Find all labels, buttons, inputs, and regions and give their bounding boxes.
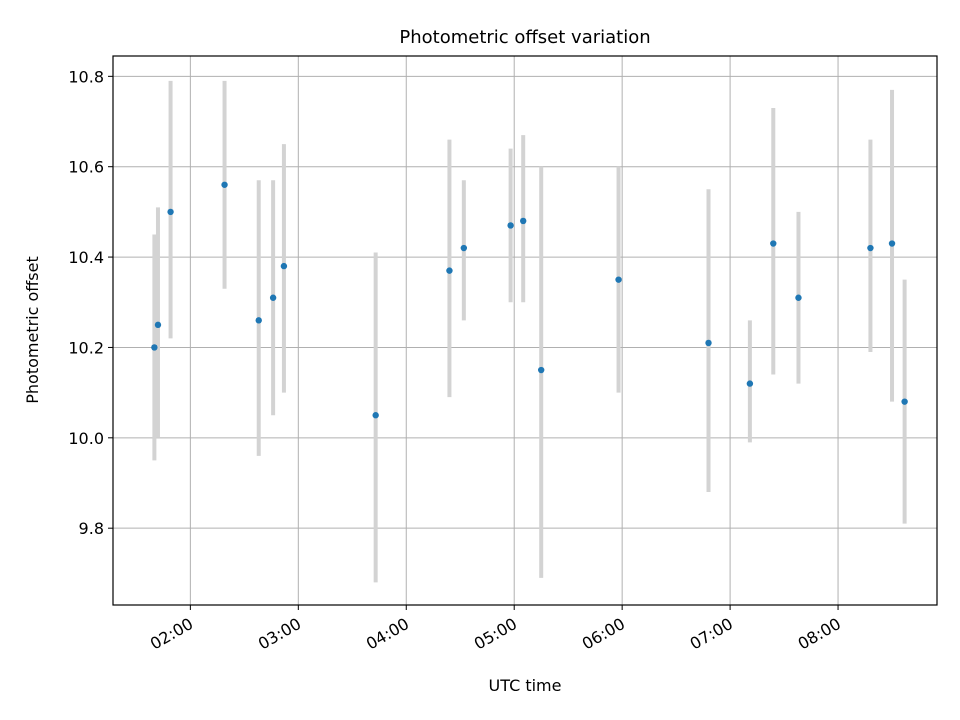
data-point [537, 366, 545, 374]
data-point [151, 344, 158, 351]
data-point [269, 294, 277, 301]
data-point [255, 317, 262, 324]
y-tick-label: 10.2 [68, 338, 104, 357]
data-point [154, 321, 162, 329]
y-tick-label: 10.0 [68, 429, 104, 448]
data-point [280, 262, 288, 270]
data-point [746, 380, 754, 387]
y-tick-label: 10.4 [68, 248, 104, 267]
data-point [221, 181, 228, 188]
data-point [460, 244, 468, 252]
plot-frame [112, 55, 938, 606]
data-point [795, 294, 802, 301]
y-tick-label: 10.6 [68, 158, 104, 177]
data-point [615, 276, 622, 283]
data-point [167, 208, 174, 216]
data-point [770, 240, 777, 247]
y-tick-label: 10.8 [68, 67, 104, 86]
data-point [507, 222, 514, 229]
y-axis-ticks: 9.8 10.0 10.2 10.4 10.6 10.8 [68, 67, 113, 538]
y-axis-label: Photometric offset [23, 256, 42, 404]
data-point [446, 267, 453, 274]
x-axis-label: UTC time [489, 676, 562, 695]
data-point [705, 339, 712, 347]
data-point [372, 412, 379, 419]
data-point [520, 217, 527, 225]
chart-title: Photometric offset variation [399, 27, 650, 48]
data-point [867, 244, 874, 252]
data-points [151, 181, 908, 419]
y-tick-label: 9.8 [79, 519, 104, 538]
data-point [901, 398, 908, 405]
data-point [888, 240, 896, 247]
